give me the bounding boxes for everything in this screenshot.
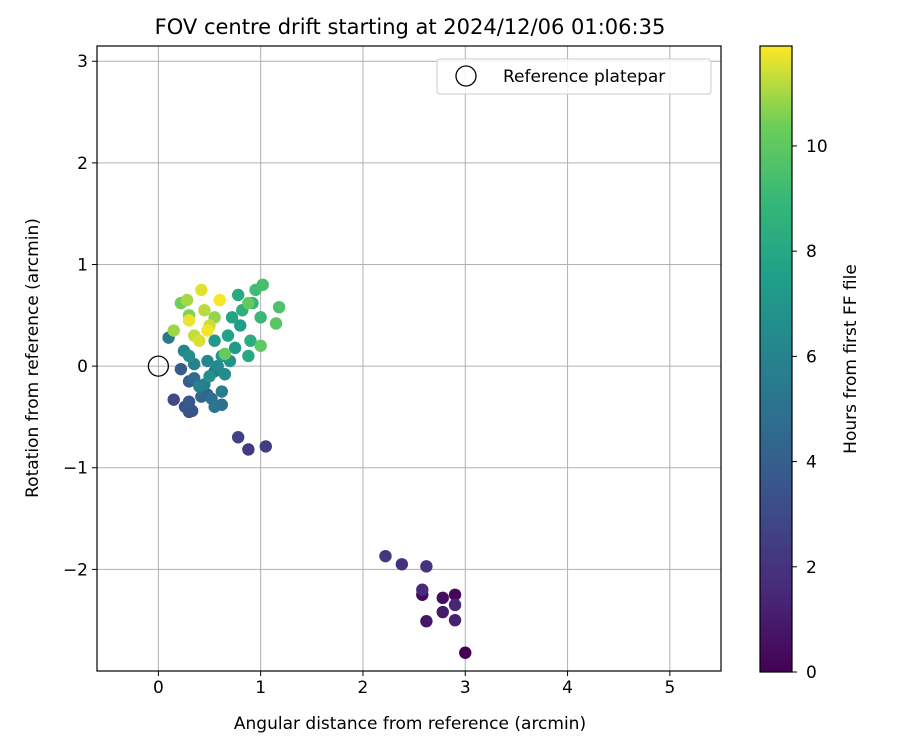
data-point: [379, 549, 392, 563]
data-point: [203, 370, 216, 383]
x-tick-label: 4: [562, 678, 573, 698]
data-point: [182, 395, 196, 408]
data-point: [180, 293, 194, 307]
data-point: [436, 591, 449, 605]
data-point: [259, 440, 272, 453]
y-tick-label: 2: [77, 154, 88, 174]
data-point: [420, 560, 433, 573]
data-point: [195, 390, 208, 403]
data-point: [198, 304, 211, 317]
data-point: [193, 380, 206, 393]
data-point: [201, 354, 214, 368]
colorbar-tick-label: 4: [806, 453, 817, 473]
data-point: [211, 359, 224, 373]
colorbar-tick-label: 10: [806, 137, 828, 157]
data-point: [420, 615, 433, 628]
data-point: [244, 334, 257, 347]
y-tick-label: 0: [77, 357, 88, 377]
data-point: [221, 329, 235, 342]
data-point: [395, 558, 409, 571]
data-point: [193, 334, 206, 347]
data-point: [213, 293, 226, 307]
data-point: [272, 300, 286, 314]
y-tick-label: −1: [63, 459, 88, 479]
data-point: [256, 278, 269, 292]
y-axis: −2 −1 0 1 2 3: [63, 52, 97, 580]
data-points: [162, 278, 472, 659]
data-point: [459, 646, 472, 659]
plot-area: [96, 45, 722, 672]
x-axis-label: Angular distance from reference (arcmin): [234, 714, 586, 734]
data-point: [225, 311, 239, 324]
data-point: [242, 296, 255, 310]
colorbar-tick-label: 0: [806, 663, 817, 683]
data-point: [436, 605, 449, 619]
colorbar-ticks: 0 2 4 6 8 10: [792, 137, 828, 683]
colorbar-tick-label: 6: [806, 347, 817, 367]
reference-point: [147, 355, 170, 377]
data-point: [416, 583, 429, 596]
data-point: [218, 368, 232, 381]
legend-label-reference: Reference platepar: [503, 67, 665, 87]
data-point: [174, 362, 188, 376]
x-tick-label: 3: [460, 678, 471, 698]
data-point: [234, 319, 247, 332]
data-point: [182, 349, 196, 363]
x-tick-label: 5: [664, 678, 675, 698]
grid: [97, 46, 721, 671]
colorbar: 0 2 4 6 8 10 Hours from first FF file: [759, 45, 861, 683]
data-point: [208, 334, 221, 347]
data-point: [254, 339, 267, 352]
data-point: [201, 324, 214, 337]
data-point: [231, 288, 245, 302]
data-point: [228, 341, 242, 355]
y-axis-label: Rotation from reference (arcmin): [23, 218, 43, 498]
data-point: [208, 400, 221, 413]
legend: Reference platepar: [436, 58, 712, 95]
x-tick-label: 1: [255, 678, 266, 698]
data-point: [448, 588, 462, 601]
data-point: [254, 311, 267, 324]
colorbar-tick-label: 8: [806, 242, 817, 262]
data-point: [242, 443, 255, 456]
reference-marker: [147, 355, 170, 377]
data-point: [242, 349, 255, 363]
colorbar-gradient: [759, 45, 793, 673]
chart-title: FOV centre drift starting at 2024/12/06 …: [155, 15, 666, 39]
data-point: [231, 431, 245, 444]
y-tick-label: 3: [77, 52, 88, 72]
data-point: [269, 317, 283, 330]
x-tick-label: 2: [358, 678, 369, 698]
colorbar-tick-label: 2: [806, 558, 817, 578]
data-point: [215, 385, 228, 398]
x-tick-label: 0: [153, 678, 164, 698]
data-point: [167, 393, 180, 406]
y-tick-label: −2: [63, 560, 88, 580]
data-point: [182, 314, 196, 327]
y-tick-label: 1: [77, 255, 88, 275]
data-point: [218, 347, 232, 361]
x-axis: 0 1 2 3 4 5: [153, 671, 675, 698]
data-point: [448, 613, 462, 627]
data-point: [167, 324, 180, 337]
legend-marker-reference: [455, 65, 477, 87]
data-point: [195, 283, 208, 297]
colorbar-label: Hours from first FF file: [841, 264, 861, 454]
data-point: [448, 598, 462, 612]
